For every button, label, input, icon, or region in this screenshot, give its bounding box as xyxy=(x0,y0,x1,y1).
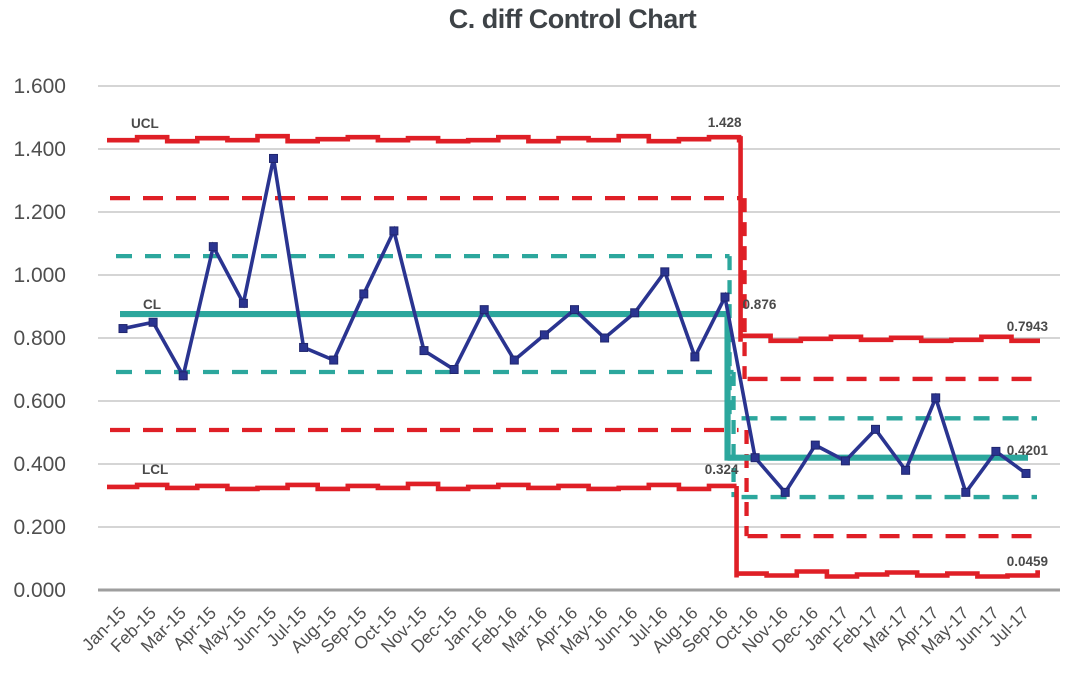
phase1-ucl-value-label: 1.428 xyxy=(708,115,742,130)
data-point-marker xyxy=(931,393,941,403)
phase2-ucl-value-label: 0.7943 xyxy=(1007,319,1049,334)
phase1-cl-value-label: 0.876 xyxy=(743,297,777,312)
data-point-marker xyxy=(1021,468,1031,478)
data-point-marker xyxy=(269,153,278,163)
y-tick-label: 0.200 xyxy=(13,516,66,539)
data-point-marker xyxy=(630,308,640,318)
data-point-marker xyxy=(660,267,670,277)
y-tick-label: 1.600 xyxy=(13,75,66,98)
data-point-marker xyxy=(389,226,399,236)
data-point-marker xyxy=(419,346,429,356)
data-point-marker xyxy=(299,342,309,352)
data-point-marker xyxy=(148,317,158,327)
data-point-marker xyxy=(961,487,971,497)
data-point-marker xyxy=(901,465,911,475)
phase2-lcl-value-label: 0.0459 xyxy=(1007,554,1048,569)
data-point-marker xyxy=(600,333,610,343)
data-point-marker xyxy=(208,242,218,252)
data-point-marker xyxy=(449,365,459,374)
series-line xyxy=(122,158,1028,497)
data-point-marker xyxy=(238,298,248,308)
data-point-marker xyxy=(509,355,519,365)
lcl-line-phase1 xyxy=(107,481,737,492)
y-tick-label: 0.400 xyxy=(13,453,66,476)
data-point-marker xyxy=(479,305,489,315)
data-point-marker xyxy=(329,355,339,365)
cl-text-label: CL xyxy=(143,297,161,312)
y-tick-label: 0.600 xyxy=(13,390,66,413)
data-point-marker xyxy=(991,446,1001,456)
gridlines xyxy=(98,85,1060,592)
x-axis-labels: Jan-15Feb-15Mar-15Apr-15May-15Jun-15Jul-… xyxy=(78,603,1033,658)
y-tick-label: 0.000 xyxy=(13,579,66,602)
ucl-line-phase1 xyxy=(107,133,742,144)
data-point-marker xyxy=(750,453,760,463)
data-point-marker xyxy=(570,305,579,315)
y-tick-label: 1.400 xyxy=(13,138,66,161)
y-tick-label: 1.000 xyxy=(13,264,66,287)
data-point-marker xyxy=(359,289,369,299)
data-point-marker xyxy=(720,292,730,302)
annotations: UCL CL LCL 1.428 0.876 0.324 0.7943 0.4201 0.045… xyxy=(131,115,1048,569)
chart-title: C. diff Control Chart xyxy=(448,4,697,34)
ucl-text-label: UCL xyxy=(131,116,159,131)
data-point-marker xyxy=(840,456,850,466)
phase2-cl-value-label: 0.4201 xyxy=(1007,443,1049,458)
y-tick-label: 0.800 xyxy=(13,327,66,350)
lcl-text-label: LCL xyxy=(142,462,168,477)
data-point-marker xyxy=(871,424,880,434)
lcl-line-phase2 xyxy=(736,569,1040,579)
data-point-marker xyxy=(690,352,700,362)
y-tick-label: 1.200 xyxy=(13,201,66,224)
data-point-marker xyxy=(780,487,790,497)
data-point-marker xyxy=(810,440,820,450)
data-point-marker xyxy=(539,330,549,340)
phase1-lcl-value-label: 0.324 xyxy=(705,462,739,477)
data-point-marker xyxy=(178,371,188,381)
ucl-line-phase2 xyxy=(740,333,1040,344)
y-axis-labels: 1.600 1.400 1.200 1.000 0.800 0.600 0.400 0.200… xyxy=(13,75,66,602)
data-series xyxy=(118,153,1031,497)
data-point-marker xyxy=(118,324,128,334)
control-limit-lines xyxy=(107,133,1040,579)
